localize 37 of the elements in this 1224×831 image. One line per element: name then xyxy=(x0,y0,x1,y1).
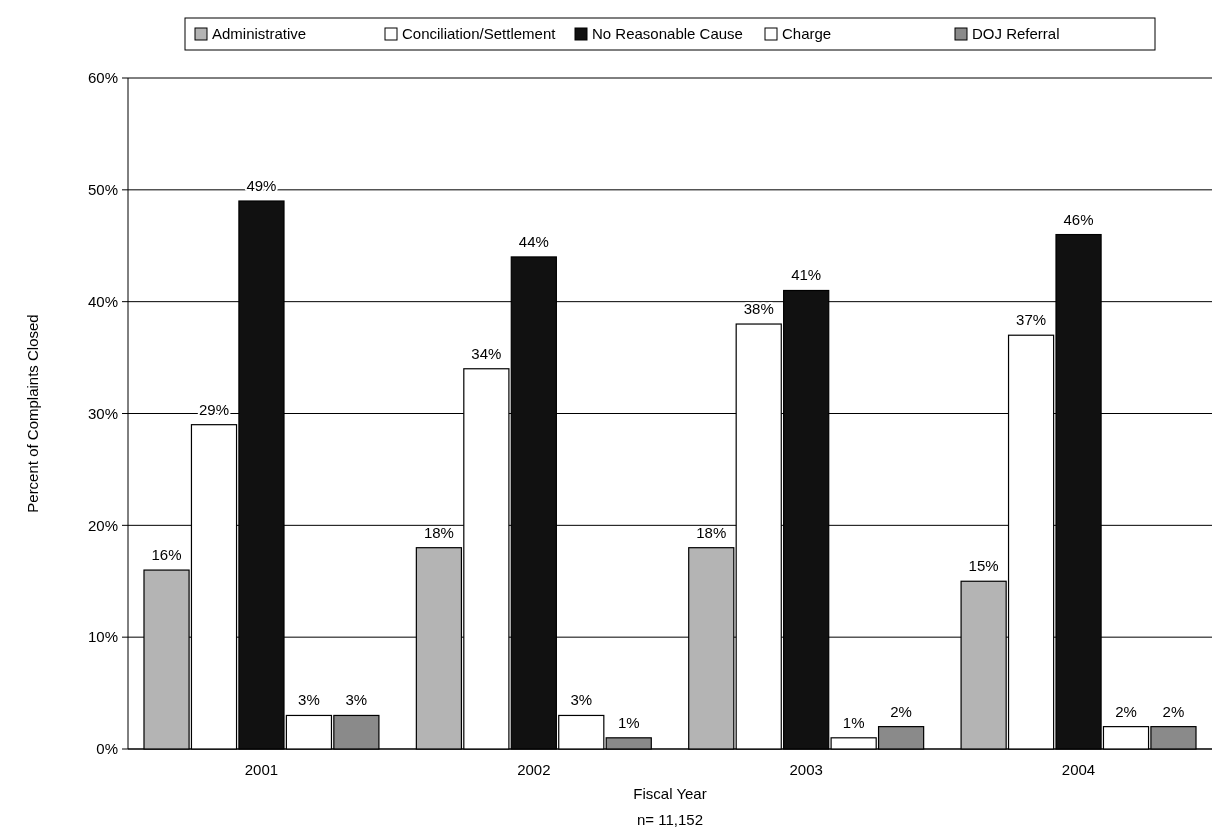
data-label: 2% xyxy=(1162,702,1185,720)
legend-label: Charge xyxy=(782,25,832,43)
x-tick-label: 2003 xyxy=(789,761,823,778)
data-label: 3% xyxy=(570,691,593,709)
x-tick-label: 2001 xyxy=(244,761,279,778)
legend-label: Conciliation/Settlement xyxy=(402,25,557,43)
data-label: 34% xyxy=(471,344,502,362)
text: n= 11,152 xyxy=(636,811,704,828)
y-axis-title: Percent of Complaints Closed xyxy=(24,314,41,513)
y-tick-label: 0% xyxy=(96,740,118,758)
legend-label: DOJ Referral xyxy=(972,25,1060,43)
y-tick-label: 60% xyxy=(87,69,118,87)
y-tick-label: 10% xyxy=(87,628,118,646)
data-label: 46% xyxy=(1063,210,1094,228)
x-axis-title: Fiscal Year xyxy=(633,785,707,802)
data-label: 18% xyxy=(696,523,727,541)
y-tick-label: 50% xyxy=(87,181,118,199)
data-label: 1% xyxy=(842,713,865,731)
x-tick-label: 2004 xyxy=(1061,761,1096,778)
data-label: 16% xyxy=(151,546,182,564)
data-label: 37% xyxy=(1016,311,1047,329)
y-tick-label: 40% xyxy=(87,292,118,310)
data-label: 38% xyxy=(743,300,774,318)
data-label: 2% xyxy=(890,702,912,720)
data-label: 1% xyxy=(617,713,640,731)
data-label: 2% xyxy=(1115,702,1137,720)
y-tick-label: 30% xyxy=(87,404,118,422)
data-label: 3% xyxy=(345,691,368,709)
legend-label: No Reasonable Cause xyxy=(592,25,743,43)
legend-label: Administrative xyxy=(212,25,307,43)
data-label: 18% xyxy=(423,523,454,541)
data-label: 44% xyxy=(518,232,549,250)
data-label: 41% xyxy=(791,266,822,284)
data-label: 3% xyxy=(298,691,320,709)
x-tick-label: 2002 xyxy=(517,761,551,778)
data-label: 15% xyxy=(968,557,999,575)
y-tick-label: 20% xyxy=(87,516,118,534)
